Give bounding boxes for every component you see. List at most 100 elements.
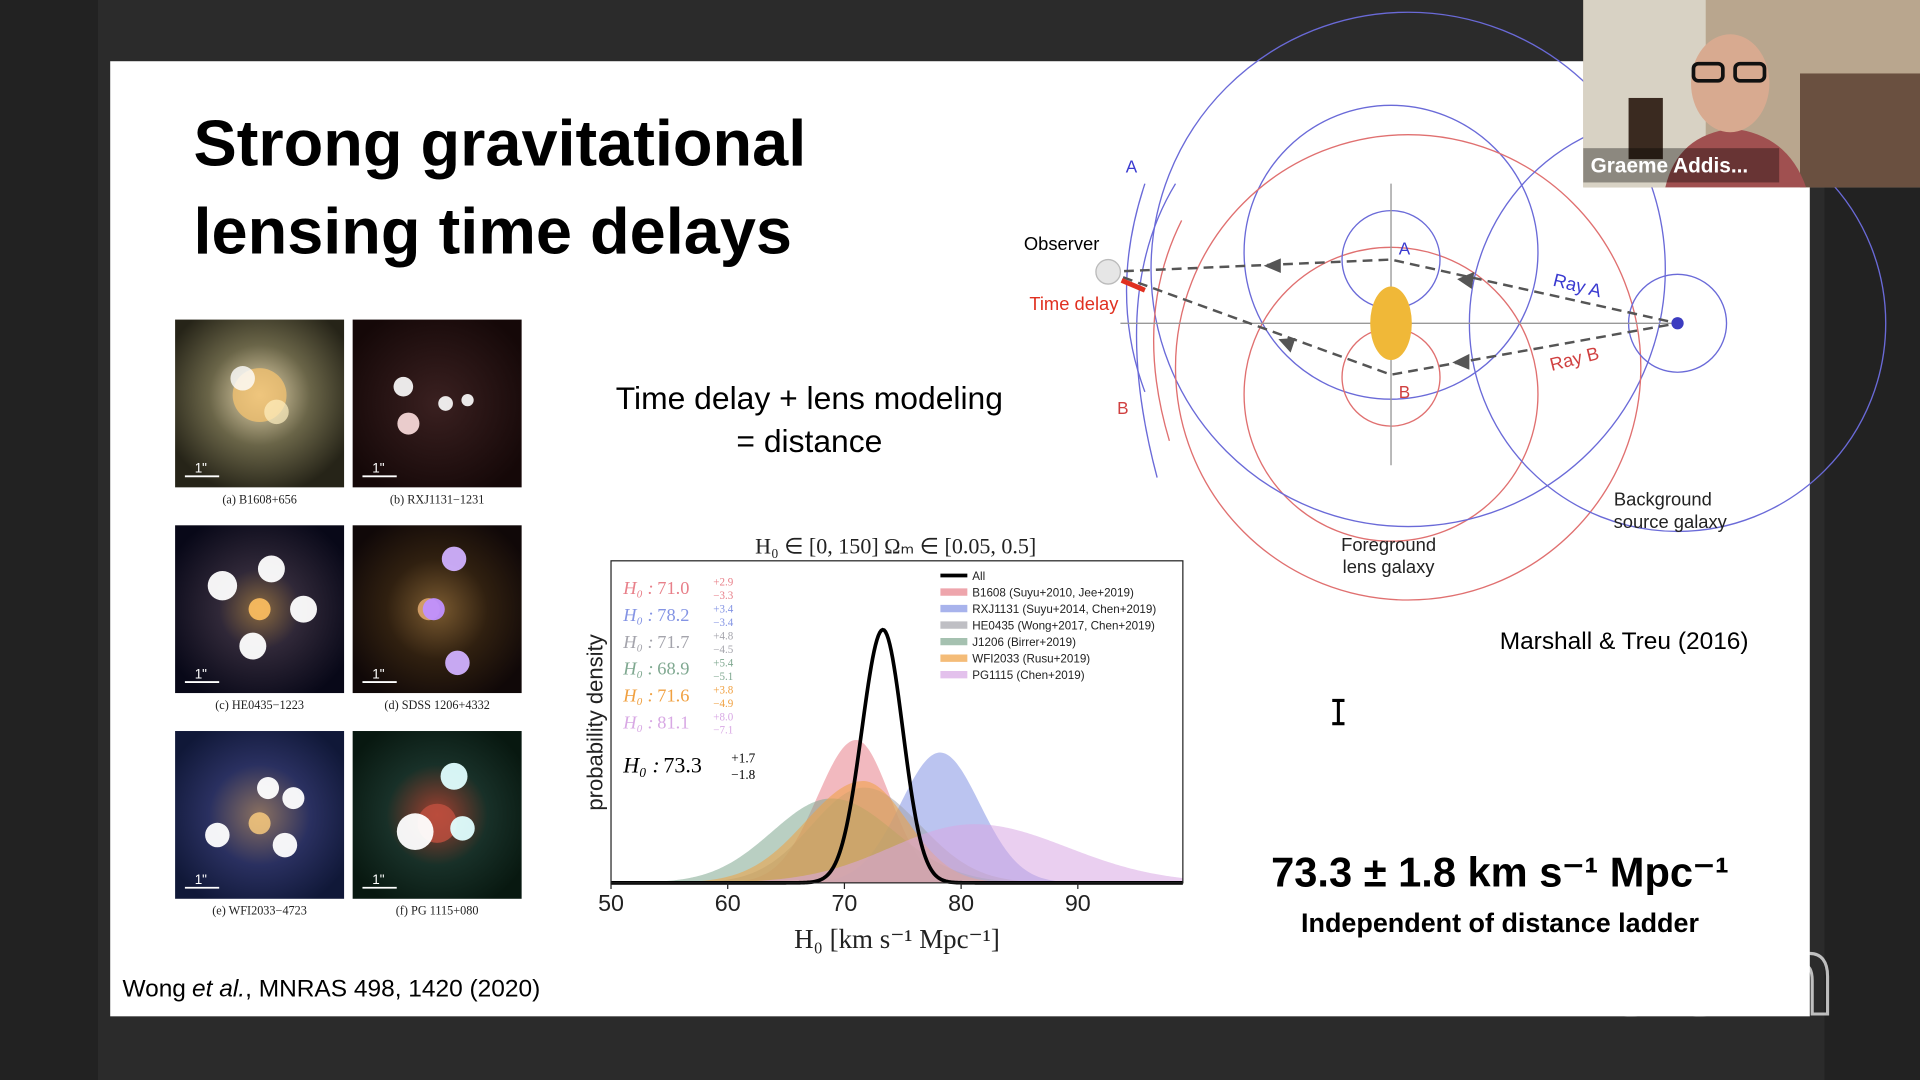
h0-label: H₀ :68.9	[622, 659, 689, 679]
h0-symbol: H₀ :	[622, 659, 653, 679]
label: Time delay	[1029, 293, 1119, 314]
lens-images: 1" (a) B1608+656 1" (b) RXJ1131−1231 1" (c) H…	[175, 319, 522, 918]
label: lens galaxy	[1343, 556, 1436, 577]
x-tick-label: 60	[715, 890, 741, 916]
h0-plus: +1.7	[731, 751, 755, 766]
video-thumbnail: Graeme Addis...	[1583, 0, 1920, 188]
x-tick-label: 50	[598, 890, 624, 916]
face	[1691, 34, 1770, 133]
image-caption: (a) B1608+656	[222, 492, 297, 506]
citation-rest: , MNRAS 498, 1420 (2020)	[245, 976, 540, 1003]
name-tag	[1583, 148, 1780, 183]
lamp	[1628, 97, 1663, 160]
wavefront	[1135, 183, 1177, 478]
scale-label: 1"	[372, 872, 384, 887]
h0-plus: +3.8	[713, 684, 733, 696]
glasses	[1733, 61, 1767, 83]
h0-symbol: H₀ :	[622, 578, 653, 598]
legend-label: RXJ1131 (Suyu+2014, Chen+2019)	[972, 603, 1156, 616]
image-caption: (f) PG 1115+080	[396, 904, 479, 918]
arrow	[1278, 337, 1296, 353]
h0-symbol: H₀ :	[622, 713, 653, 733]
h0-minus: −4.5	[713, 644, 733, 656]
credit: Marshall & Treu (2016)	[1500, 628, 1749, 655]
watermark: zoom	[1540, 912, 1834, 1038]
arrow	[1452, 353, 1470, 370]
lensed-image	[248, 598, 271, 621]
x-tick-label: 90	[1065, 890, 1091, 916]
label: Foreground	[1341, 534, 1436, 555]
h0-minus: −3.3	[713, 590, 733, 602]
slide-title: lensing time delays	[193, 194, 792, 267]
h0-label: H₀ :81.1	[622, 713, 689, 733]
scale-label: 1"	[195, 666, 207, 681]
shelf	[1800, 73, 1920, 188]
cursor	[1332, 698, 1345, 726]
lensed-image	[239, 632, 267, 660]
circle	[1174, 134, 1642, 601]
h0-value: 71.7	[657, 632, 689, 652]
lensed-image	[290, 595, 317, 623]
lensed-image	[248, 812, 271, 835]
lensed-image	[445, 650, 470, 676]
scale-label: 1"	[195, 872, 207, 887]
lensed-image	[396, 813, 434, 851]
lensed-image	[422, 598, 445, 621]
lensed-image	[441, 546, 467, 572]
h0-value: 68.9	[657, 659, 689, 679]
scale-label: 1"	[372, 666, 384, 681]
label: B	[1117, 398, 1128, 418]
h0-plus: +3.4	[713, 604, 733, 616]
observer	[1095, 258, 1122, 285]
h0-value: 73.3	[663, 753, 702, 778]
legend-label: B1608 (Suyu+2010, Jee+2019)	[972, 586, 1134, 599]
lensed-image	[230, 366, 255, 391]
density-area	[611, 824, 1183, 883]
h0-symbol: H₀ :	[622, 605, 653, 625]
h0-minus: −3.4	[713, 617, 733, 629]
lensed-image	[207, 571, 238, 601]
i-beam	[1332, 698, 1345, 726]
arrow	[1457, 271, 1475, 289]
ray-b	[1107, 270, 1678, 376]
wavefront	[1125, 183, 1146, 393]
label: A	[1126, 157, 1138, 177]
arrow	[1263, 258, 1281, 274]
lensed-image	[257, 777, 280, 800]
lensed-image	[264, 399, 289, 425]
h0-minus: −7.1	[713, 725, 733, 737]
h0-minus: −1.8	[731, 767, 755, 782]
result-note: Independent of distance ladder	[1301, 908, 1699, 938]
lensed-image	[397, 412, 420, 435]
lensed-image	[272, 832, 298, 858]
h0-value: 78.2	[657, 605, 689, 625]
image-caption: (e) WFI2033−4723	[212, 904, 307, 918]
h0-symbol: H₀ :	[622, 753, 659, 778]
source-galaxy	[1671, 317, 1684, 330]
lensed-image	[461, 393, 474, 407]
label: Observer	[1024, 233, 1100, 254]
x-tick-label: 80	[948, 890, 974, 916]
h0-plus: +2.9	[713, 577, 733, 589]
h0-value: 71.6	[657, 686, 689, 706]
lensed-image	[282, 787, 305, 810]
lensed-image	[438, 396, 453, 411]
scale-label: 1"	[195, 461, 207, 476]
citation-author: Wong	[122, 976, 185, 1003]
image-caption: (b) RXJ1131−1231	[390, 492, 484, 506]
x-tick-label: 70	[831, 890, 857, 916]
label: source galaxy	[1614, 511, 1728, 532]
image-caption: (c) HE0435−1223	[215, 698, 304, 712]
plot-frame	[610, 560, 1184, 884]
h0-plus: +5.4	[713, 657, 733, 669]
lensed-image	[257, 555, 285, 583]
image-caption: (d) SDSS 1206+4332	[384, 698, 489, 712]
label: Background	[1614, 489, 1712, 510]
h0-plus: +8.0	[713, 711, 733, 723]
shirt	[1665, 128, 1807, 188]
h0-label: H₀ :71.6	[622, 686, 689, 706]
presenter-name: Graeme Addis...	[1591, 155, 1749, 178]
glasses	[1691, 61, 1725, 83]
h0-value: 81.1	[657, 713, 689, 733]
